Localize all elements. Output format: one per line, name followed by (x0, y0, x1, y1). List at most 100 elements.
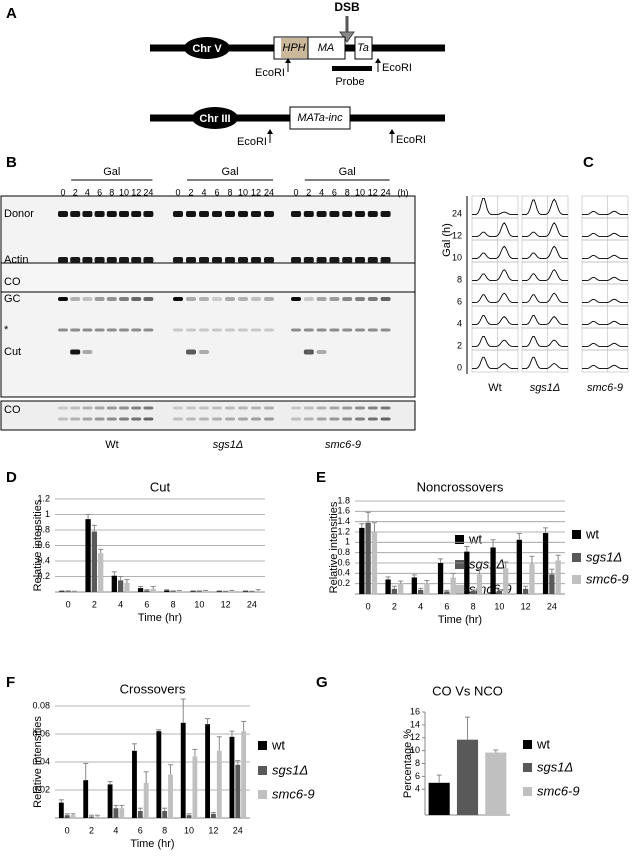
gel-band (317, 329, 327, 332)
facs-profile (582, 255, 628, 258)
lane-label: 24 (264, 187, 274, 197)
facs-profile (472, 223, 518, 237)
x-tick-label: 2 (392, 601, 397, 611)
gel-band (251, 211, 261, 217)
gel-band (58, 407, 68, 410)
x-tick-label: 12 (208, 825, 218, 835)
bar (217, 751, 222, 818)
gel-band (119, 257, 129, 263)
x-tick-label: 24 (233, 825, 243, 835)
panel-label: C (583, 154, 594, 171)
x-tick-label: 0 (66, 599, 71, 609)
bar (217, 591, 222, 592)
bar (83, 780, 88, 818)
legend-label: sgs1Δ (586, 549, 622, 564)
lane-label: 12 (131, 187, 141, 197)
gel-band (291, 418, 301, 421)
facs-time-label: 2 (457, 340, 462, 350)
legend-swatch (572, 553, 581, 562)
gel-band (186, 329, 196, 332)
bar (211, 814, 216, 818)
gel-band (225, 257, 235, 263)
gel-band (95, 418, 105, 421)
lane-label: 0 (175, 187, 180, 197)
y-tick-label: 6 (415, 771, 420, 781)
x-tick-label: 10 (494, 601, 504, 611)
gel-band (107, 329, 117, 332)
bar (444, 591, 449, 594)
gel-band (381, 297, 391, 301)
y-axis-label: Relative intensities (32, 499, 44, 591)
mat-label: MATa-inc (297, 112, 343, 124)
gel-band (304, 257, 314, 263)
lane-label: 2 (73, 187, 78, 197)
gel-band (107, 297, 117, 301)
gel-row-label: Cut (4, 346, 21, 358)
legend-swatch (258, 766, 267, 775)
x-tick-label: 6 (444, 601, 449, 611)
gel-band (119, 211, 129, 217)
x-tick-label: 4 (418, 601, 423, 611)
gel-band (355, 211, 365, 217)
gel-band (186, 257, 196, 263)
gel-band (131, 211, 141, 217)
gel-row-label: Actin (4, 254, 28, 266)
gel-band (186, 407, 196, 410)
gel-band (238, 418, 248, 421)
gel-band (82, 297, 92, 301)
gel-band (70, 329, 80, 332)
facs-profile (582, 321, 628, 324)
legend-label: sgs1Δ (469, 556, 505, 571)
lane-label: 8 (345, 187, 350, 197)
gel-band (304, 407, 314, 410)
facs-profile (522, 199, 568, 214)
gel-band (131, 418, 141, 421)
gel-row-label: CO (4, 404, 21, 416)
gel-band (342, 257, 352, 263)
gel-row-label: CO (4, 276, 21, 288)
bar (490, 548, 495, 595)
bar (205, 724, 210, 818)
x-tick-label: 12 (521, 601, 531, 611)
y-tick-label: 1 (345, 537, 350, 547)
bar (477, 574, 482, 594)
gel-band (199, 418, 209, 421)
facs-profile (472, 198, 518, 214)
gel-band (82, 211, 92, 217)
arrowhead (389, 129, 395, 134)
gel-row-label: Donor (4, 208, 34, 220)
gel-band (58, 211, 68, 217)
bar (144, 590, 149, 592)
gel-band (186, 297, 196, 301)
facs-profile (472, 316, 518, 325)
bar (92, 532, 97, 592)
bar (398, 584, 403, 594)
gel-band (131, 407, 141, 410)
facs-time-label: 0 (457, 362, 462, 372)
facs-profile (582, 233, 628, 236)
gel-band (173, 329, 183, 332)
gel-band (173, 407, 183, 410)
facs-time-label: 10 (452, 252, 462, 262)
bar (190, 591, 195, 592)
lane-label: 10 (119, 187, 129, 197)
arrowhead (267, 129, 273, 134)
lane-label: 2 (306, 187, 311, 197)
gel-band (143, 418, 153, 421)
gel-band (95, 407, 105, 410)
gel-band (368, 418, 378, 421)
bar (108, 784, 113, 818)
gel-band (317, 297, 327, 301)
panel-label: A (6, 5, 17, 22)
bar (503, 568, 508, 594)
gel-band (212, 257, 222, 263)
gel-band (225, 329, 235, 332)
gel-band (342, 418, 352, 421)
strain-label: smc6-9 (325, 439, 361, 451)
x-tick-label: 0 (65, 825, 70, 835)
gel-band (212, 297, 222, 301)
gel-band (199, 211, 209, 217)
x-axis-label: Time (hr) (138, 612, 182, 624)
bar (203, 591, 208, 592)
bar (392, 589, 397, 594)
